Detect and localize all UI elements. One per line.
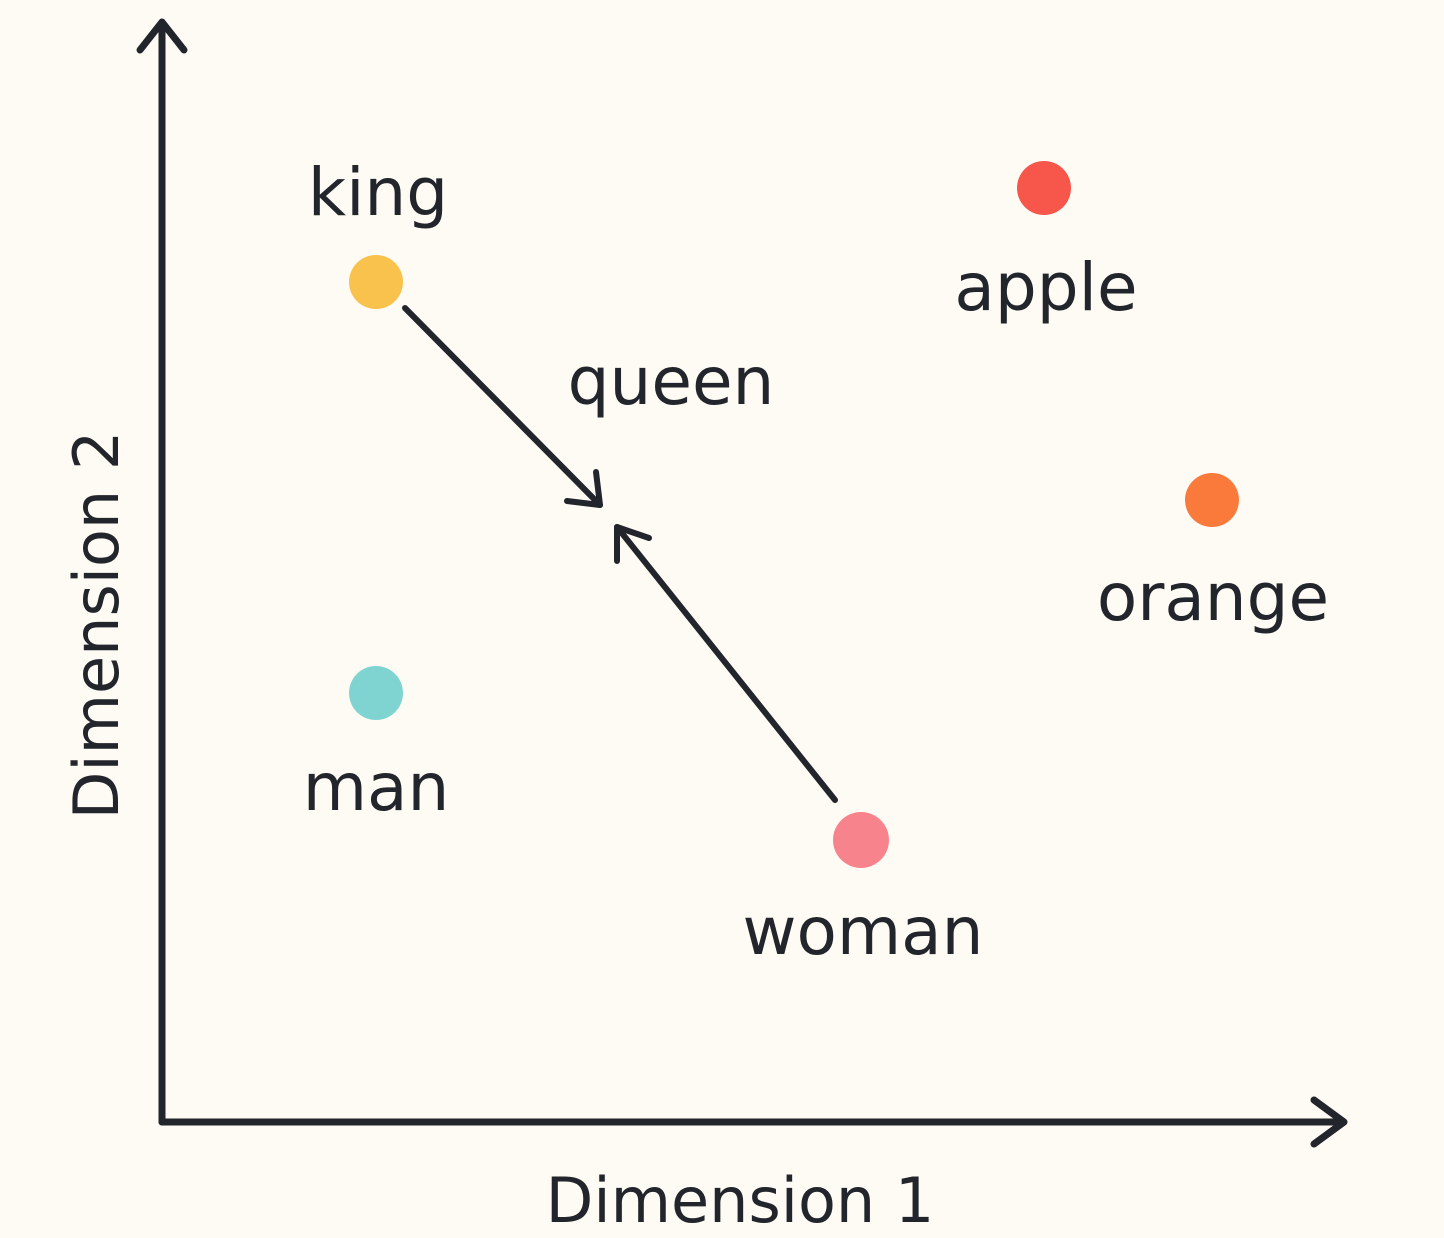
label-queen: queen [568, 343, 775, 420]
arrow-king-to-queen-line [402, 305, 603, 508]
arrow-king-to-queen-head [564, 469, 603, 508]
axes [136, 18, 1348, 1148]
x-axis-title: Dimension 1 [546, 1164, 935, 1237]
point-woman [833, 812, 889, 868]
arrow-woman-to-queen-line [614, 524, 838, 803]
point-king [349, 255, 403, 309]
label-woman: woman [743, 893, 984, 970]
arrow-woman-to-queen-head [614, 524, 652, 564]
analogy-arrows [402, 305, 838, 803]
label-man: man [303, 749, 450, 826]
point-orange [1185, 473, 1239, 527]
label-orange: orange [1097, 559, 1329, 636]
point-apple [1017, 161, 1071, 215]
y-axis-arrowhead [136, 18, 188, 54]
label-apple: apple [954, 249, 1137, 326]
label-king: king [308, 154, 448, 231]
y-axis-title: Dimension 2 [60, 431, 133, 820]
point-man [349, 666, 403, 720]
x-axis-arrowhead [1310, 1096, 1348, 1148]
